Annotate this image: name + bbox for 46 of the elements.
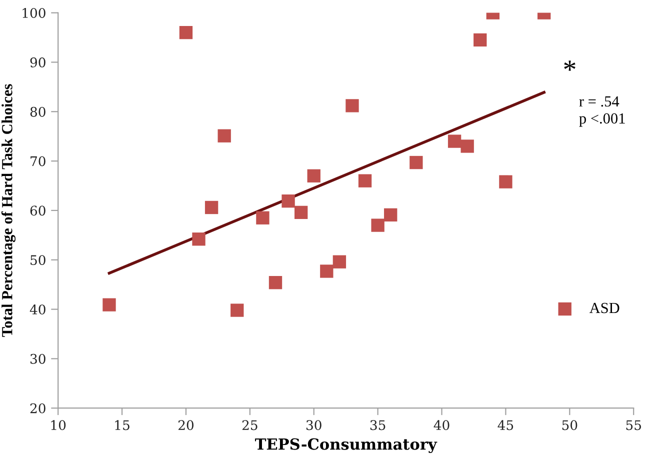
point bbox=[282, 194, 295, 208]
point bbox=[358, 174, 372, 188]
y-tick-label: 20 bbox=[30, 403, 46, 414]
x-tick-label: 40 bbox=[434, 420, 450, 430]
y-axis-title: Total Percentage of Hard Task Choices bbox=[1, 84, 16, 337]
x-tick-label: 55 bbox=[626, 420, 641, 430]
annotation: r = .54 p <.001 bbox=[579, 96, 625, 127]
x-tick-label: 35 bbox=[370, 420, 386, 430]
point bbox=[346, 99, 359, 112]
point bbox=[307, 169, 320, 182]
point bbox=[218, 129, 231, 142]
y-tick-label: 90 bbox=[30, 57, 46, 68]
point bbox=[230, 304, 244, 317]
point bbox=[371, 218, 384, 232]
point bbox=[384, 208, 398, 222]
x-tick-label: 25 bbox=[242, 420, 258, 430]
point bbox=[499, 175, 512, 188]
point bbox=[102, 298, 116, 312]
y-tick-label: 100 bbox=[22, 8, 46, 18]
point bbox=[256, 211, 270, 224]
x-tick-label: 15 bbox=[115, 420, 130, 430]
y-tick-label: 60 bbox=[30, 206, 46, 216]
x-tick-label: 30 bbox=[306, 420, 322, 430]
point bbox=[268, 276, 282, 290]
point bbox=[410, 156, 423, 170]
y-tick-label: 80 bbox=[30, 106, 46, 117]
point bbox=[320, 264, 334, 278]
x-tick-label: 45 bbox=[498, 420, 514, 430]
legend-label: ASD bbox=[589, 302, 620, 314]
y-tick-label: 50 bbox=[30, 255, 46, 266]
point bbox=[179, 26, 193, 40]
point bbox=[294, 206, 308, 220]
x-axis-title: TEPS-Consummatory bbox=[255, 438, 438, 454]
annotation: * bbox=[564, 60, 576, 71]
x-tick-label: 10 bbox=[51, 420, 66, 430]
point bbox=[460, 140, 474, 153]
point bbox=[192, 232, 206, 246]
y-tick-label: 30 bbox=[30, 354, 46, 364]
x-tick-label: 50 bbox=[562, 420, 578, 430]
y-tick-label: 40 bbox=[30, 304, 46, 314]
point bbox=[448, 134, 462, 148]
point bbox=[474, 33, 487, 47]
point bbox=[332, 255, 346, 268]
x-tick-label: 20 bbox=[178, 420, 194, 430]
point bbox=[204, 200, 218, 214]
y-tick-label: 70 bbox=[30, 156, 46, 166]
